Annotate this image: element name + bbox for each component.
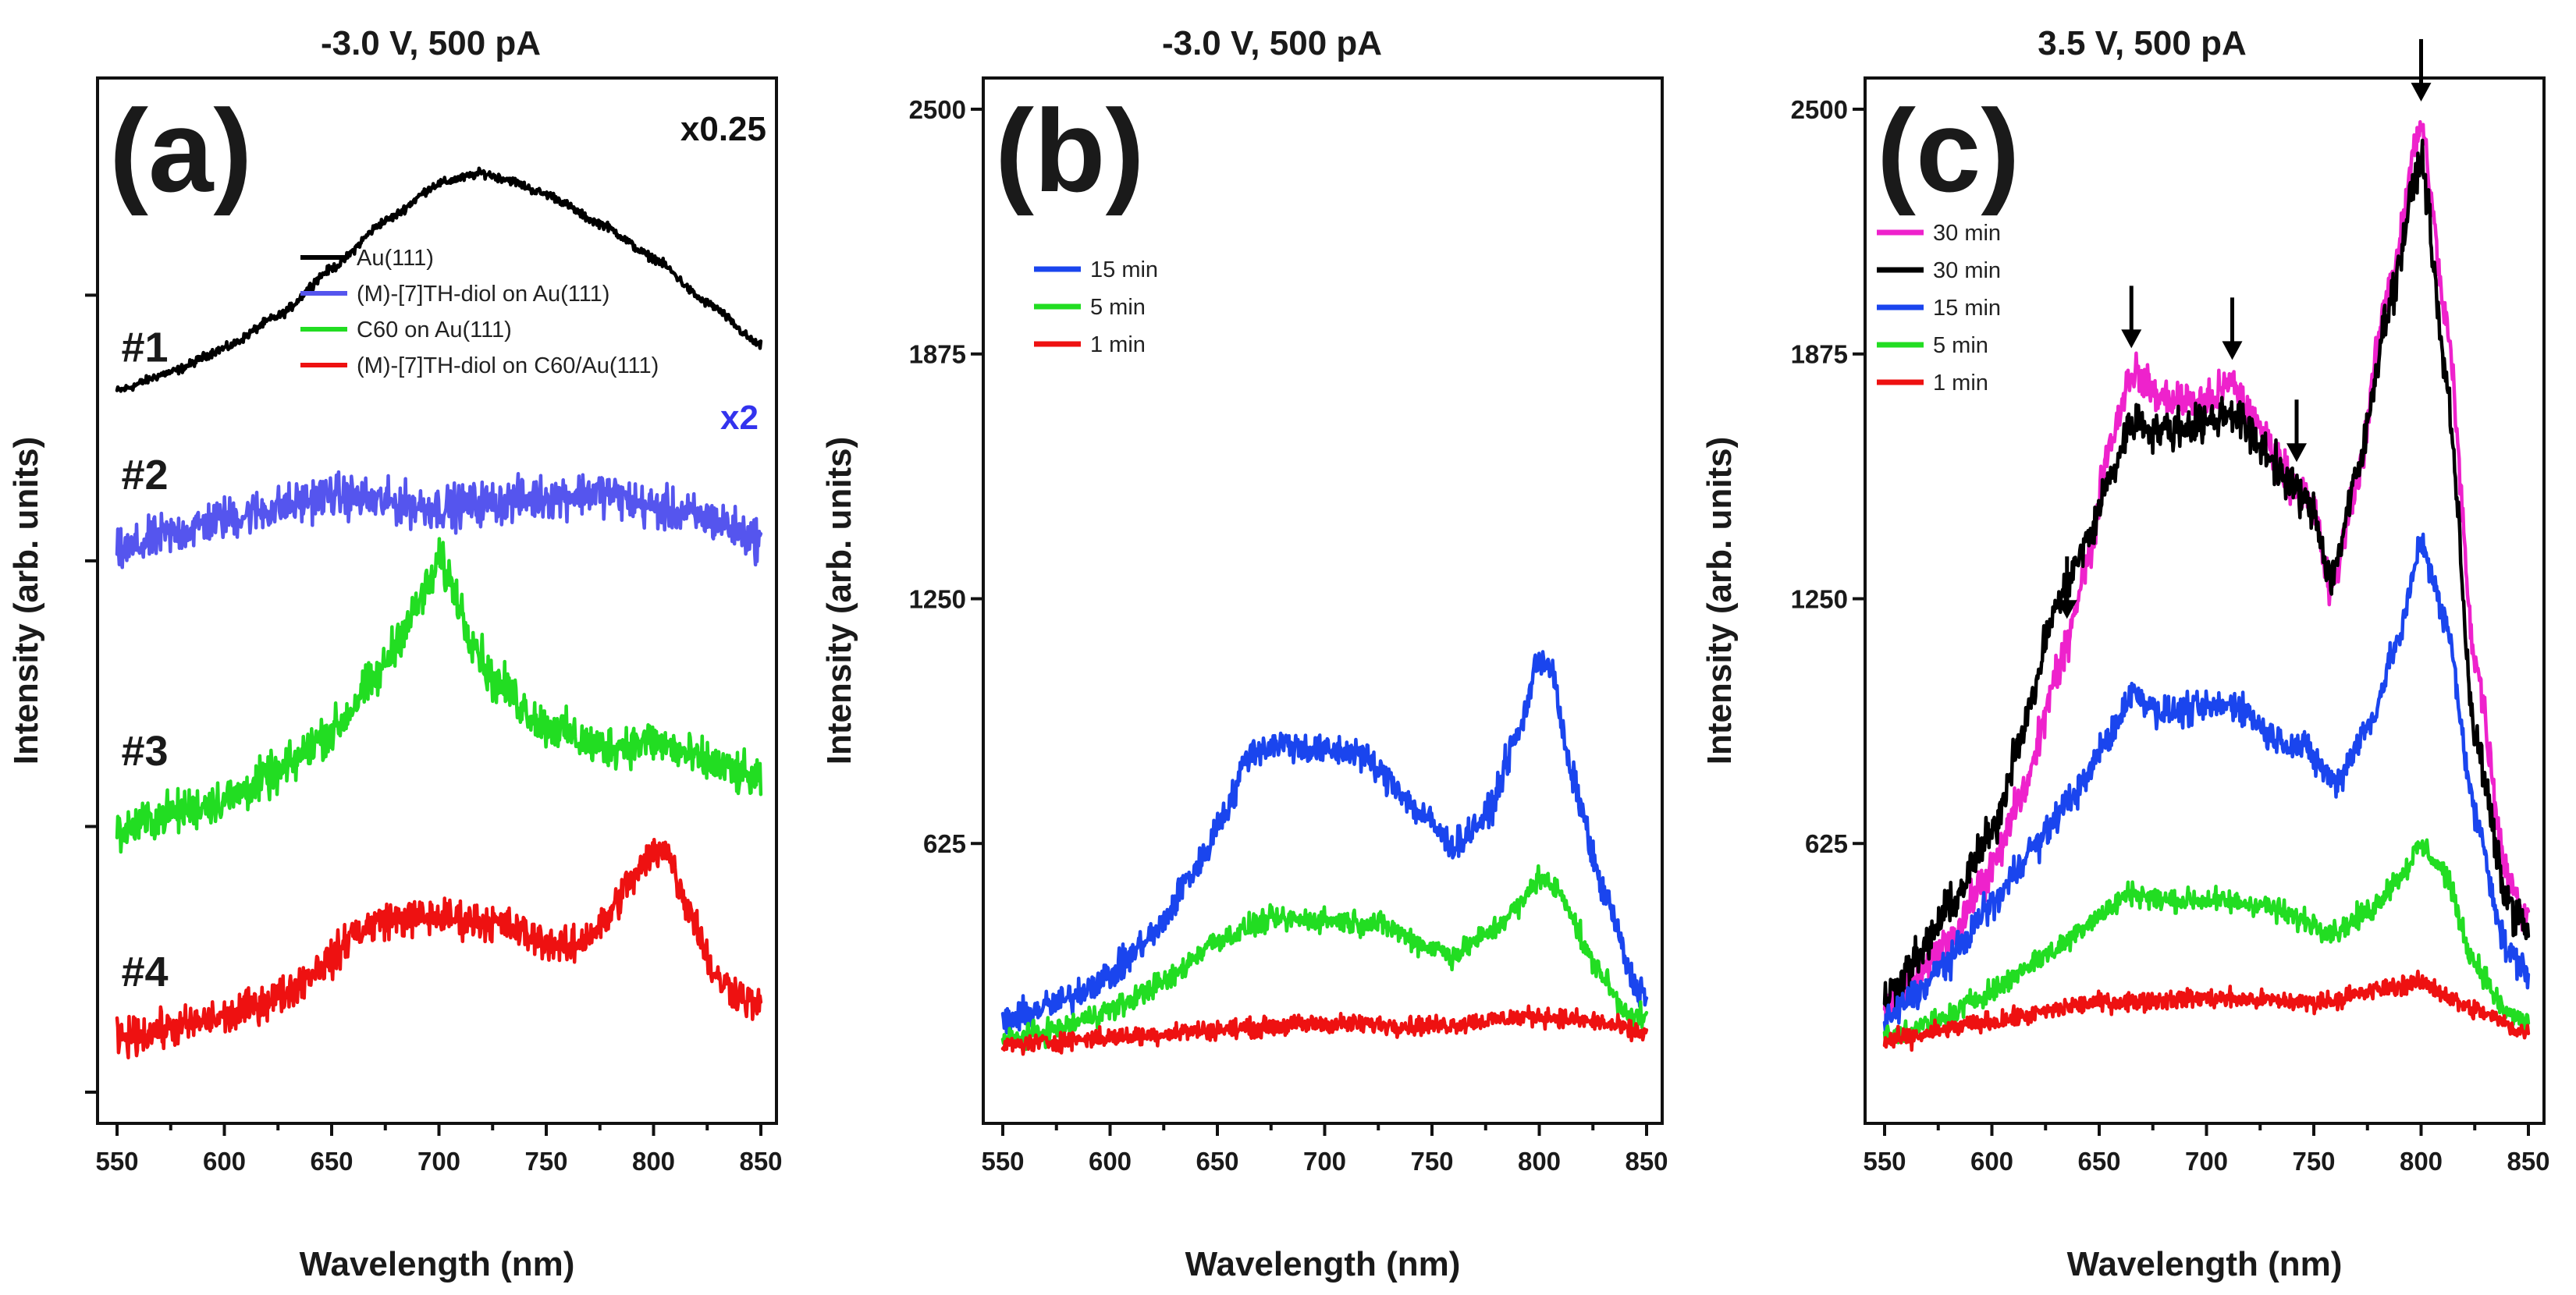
legend-label-1: 30 min <box>1933 258 2001 283</box>
x-tick-label-850: 850 <box>2507 1147 2549 1176</box>
series-5-min-3 <box>1882 838 2531 1045</box>
x-tick-label-700: 700 <box>2185 1147 2228 1176</box>
x-tick-label-750: 750 <box>2292 1147 2335 1176</box>
x-tick-label-800: 800 <box>2400 1147 2443 1176</box>
x-tick-label-800: 800 <box>632 1147 675 1176</box>
legend-label-1: (M)-[7]TH-diol on Au(111) <box>357 282 609 307</box>
panel-b-ticks <box>971 108 1648 1136</box>
x-tick-label-700: 700 <box>417 1147 460 1176</box>
peak-arrow-head-800 <box>2411 83 2432 102</box>
peak-arrow-head-742 <box>2286 443 2307 463</box>
legend-label-2: 1 min <box>1090 332 1146 357</box>
y-tick-label-1250: 1250 <box>909 584 966 613</box>
x-tick-label-850: 850 <box>1625 1147 1668 1176</box>
legend-label-3: (M)-[7]TH-diol on C60/Au(111) <box>357 353 659 378</box>
panel-c-title: 3.5 V, 500 pA <box>2038 24 2246 62</box>
panel-b: -3.0 V, 500 pA 550 600 650 700 750 800 850 625… <box>820 24 1668 1283</box>
series-1-min-2 <box>1000 1004 1649 1056</box>
panel-c-series <box>1882 120 2531 1052</box>
panel-c-x-tick-labels: 550 600 650 700 750 800 850 <box>1863 1147 2549 1176</box>
panel-b-label: (b) <box>995 85 1145 216</box>
y-tick-label-2500: 2500 <box>909 95 966 124</box>
x-tick-label-650: 650 <box>1196 1147 1238 1176</box>
panel-b-frame <box>982 76 1664 1125</box>
peak-arrow-head-635 <box>2056 600 2077 619</box>
x-tick-label-550: 550 <box>95 1147 138 1176</box>
panel-a-series <box>115 166 763 1059</box>
panel-a-x-axis-label: Wavelength (nm) <box>300 1245 575 1283</box>
legend-label-2: C60 on Au(111) <box>357 318 512 342</box>
series-30-min-1 <box>1882 138 2531 1015</box>
x-tick-label-600: 600 <box>1089 1147 1132 1176</box>
panel-c: 3.5 V, 500 pA 550 600 650 700 750 800 850 625 1… <box>1700 24 2550 1283</box>
y-tick-label-1875: 1875 <box>1791 340 1848 369</box>
y-tick-label-1250: 1250 <box>1791 584 1848 613</box>
panel-c-label: (c) <box>1877 85 2020 216</box>
y-tick-label-625: 625 <box>923 829 966 858</box>
panel-a-title: -3.0 V, 500 pA <box>321 24 541 62</box>
x-tick-label-850: 850 <box>739 1147 782 1176</box>
curve-label-1: #1 <box>122 325 169 371</box>
series-15-min-2 <box>1882 532 2531 1033</box>
peak-arrow-head-665 <box>2121 329 2142 349</box>
y-tick-label-2500: 2500 <box>1791 95 1848 124</box>
x-tick-label-750: 750 <box>524 1147 567 1176</box>
panel-c-y-axis-label: Intensity (arb. units) <box>1700 437 1739 765</box>
panel-a-frame <box>96 76 778 1125</box>
series-5-min-4 <box>1882 969 2531 1052</box>
panel-c-frame <box>1864 76 2546 1125</box>
legend-label-2: 15 min <box>1933 296 2001 321</box>
x-tick-label-650: 650 <box>2077 1147 2120 1176</box>
panel-b-title: -3.0 V, 500 pA <box>1162 24 1382 62</box>
y-tick-label-625: 625 <box>1805 829 1848 858</box>
panel-a-x-tick-labels: 550 600 650 700 750 800 850 <box>95 1147 782 1176</box>
panel-a-legend: Au(111) (M)-[7]TH-diol on Au(111) C60 on A… <box>300 246 659 378</box>
series-au-111-0 <box>115 166 763 393</box>
panel-a: -3.0 V, 500 pA 550 600 650 700 750 800 850 (a)… <box>7 24 783 1283</box>
series-c60-on-au-111-2 <box>115 537 763 854</box>
legend-label-0: Au(111) <box>357 246 434 271</box>
panel-c-x-axis-label: Wavelength (nm) <box>2067 1245 2343 1283</box>
panel-a-annotation-x025: x0.25 <box>680 110 766 148</box>
panel-a-curve-labels: #1 #2 #3 #4 <box>122 325 169 995</box>
series-m-7-th-diol-on-c60-au-111-3 <box>115 837 763 1059</box>
panel-b-y-tick-labels: 625 1250 1875 2500 <box>909 95 966 858</box>
curve-label-3: #3 <box>122 728 169 775</box>
legend-label-0: 30 min <box>1933 221 2001 246</box>
y-tick-label-1875: 1875 <box>909 340 966 369</box>
legend-label-1: 5 min <box>1090 295 1146 320</box>
x-tick-label-600: 600 <box>1970 1147 2013 1176</box>
panel-c-y-tick-labels: 625 1250 1875 2500 <box>1791 95 1848 858</box>
panel-b-legend: 15 min 5 min 1 min <box>1034 257 1158 357</box>
x-tick-label-750: 750 <box>1410 1147 1453 1176</box>
x-tick-label-800: 800 <box>1518 1147 1561 1176</box>
x-tick-label-650: 650 <box>310 1147 353 1176</box>
legend-label-3: 5 min <box>1933 333 1988 358</box>
panel-b-x-tick-labels: 550 600 650 700 750 800 850 <box>981 1147 1668 1176</box>
x-tick-label-550: 550 <box>1863 1147 1906 1176</box>
x-tick-label-700: 700 <box>1303 1147 1346 1176</box>
series-m-7-th-diol-on-au-111-1 <box>115 470 763 569</box>
legend-label-0: 15 min <box>1090 257 1158 282</box>
curve-label-4: #4 <box>122 949 169 995</box>
series-15-min-0 <box>1000 650 1649 1035</box>
panel-c-ticks <box>1853 108 2530 1136</box>
x-tick-label-600: 600 <box>203 1147 246 1176</box>
panel-a-y-axis-label: Intensity (arb. units) <box>7 437 45 765</box>
panel-a-ticks <box>85 293 762 1136</box>
panel-c-arrows <box>2056 39 2432 619</box>
panel-c-legend: 30 min 30 min 15 min 5 min 1 min <box>1877 221 2001 396</box>
legend-label-4: 1 min <box>1933 371 1988 396</box>
curve-label-2: #2 <box>122 452 169 498</box>
peak-arrow-head-712 <box>2222 341 2243 360</box>
panel-b-x-axis-label: Wavelength (nm) <box>1185 1245 1461 1283</box>
panel-b-y-axis-label: Intensity (arb. units) <box>820 437 858 765</box>
panel-a-label: (a) <box>109 85 252 216</box>
panel-a-annotation-x2: x2 <box>720 399 759 437</box>
panel-b-series <box>1000 650 1649 1056</box>
series-5-min-1 <box>1000 864 1649 1052</box>
x-tick-label-550: 550 <box>981 1147 1024 1176</box>
